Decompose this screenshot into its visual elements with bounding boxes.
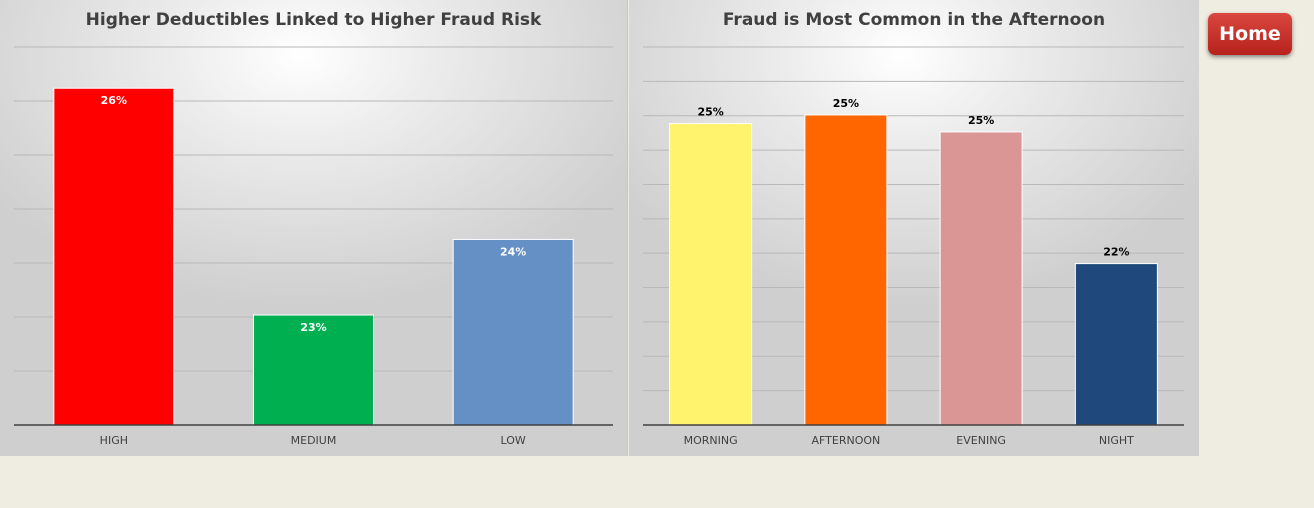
bar-night	[1074, 263, 1158, 426]
category-label: HIGH	[100, 434, 128, 447]
data-label: 23%	[300, 321, 326, 334]
chart-title: Fraud is Most Common in the Afternoon	[722, 10, 1106, 30]
time-of-day-chart: 25% MORNING 25% AFTERNOON 25% EVENING 22% NIGHT	[643, 46, 1184, 447]
category-label: AFTERNOON	[812, 434, 881, 447]
deductible-chart-panel: Higher Deductibles Linked to Higher Frau…	[0, 0, 628, 456]
bar-high	[53, 87, 175, 426]
deductible-chart: 26% HIGH 23% MEDIUM 24% LOW	[14, 46, 613, 447]
data-label: 25%	[968, 114, 994, 127]
bar-low	[452, 238, 574, 426]
time-of-day-chart-panel: Fraud is Most Common in the Afternoon 25…	[629, 0, 1199, 456]
category-label: MEDIUM	[291, 434, 337, 447]
bar-medium	[253, 314, 374, 426]
bar-morning	[669, 122, 753, 426]
category-label: NIGHT	[1099, 434, 1134, 447]
data-label: 25%	[697, 105, 723, 118]
bar-evening	[939, 131, 1023, 426]
category-label: MORNING	[684, 434, 738, 447]
data-label: 25%	[833, 97, 859, 110]
data-label: 24%	[500, 245, 526, 258]
data-label: 26%	[101, 94, 127, 107]
data-label: 22%	[1103, 246, 1129, 259]
category-label: LOW	[501, 434, 526, 447]
bar-afternoon	[804, 114, 888, 426]
chart-title: Higher Deductibles Linked to Higher Frau…	[85, 10, 542, 30]
home-button[interactable]: Home	[1208, 13, 1292, 55]
category-label: EVENING	[956, 434, 1006, 447]
